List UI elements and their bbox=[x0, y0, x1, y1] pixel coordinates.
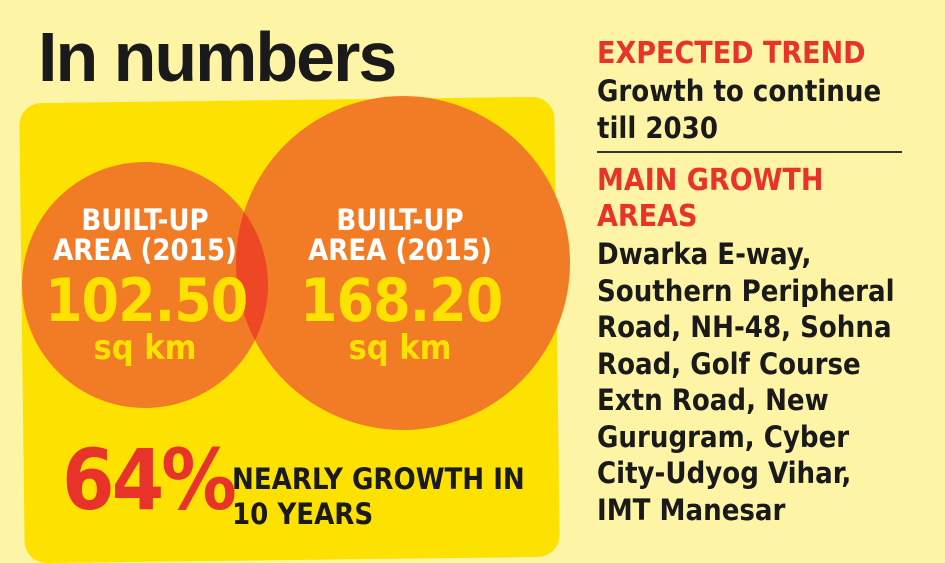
main-growth-text: Dwarka E-way, Southern Peripheral Road, … bbox=[597, 237, 895, 527]
left-circle-unit: sq km bbox=[93, 327, 197, 368]
page-title: In numbers bbox=[38, 18, 397, 96]
left-circle-value: 102.50 bbox=[45, 265, 248, 336]
right-circle-unit: sq km bbox=[348, 327, 452, 368]
main-growth-heading: MAIN GROWTH AREAS bbox=[597, 163, 824, 234]
right-circle bbox=[236, 96, 570, 430]
left-circle-label: BUILT-UP AREA (2015) bbox=[53, 203, 237, 268]
expected-trend-text: Growth to continue till 2030 bbox=[597, 74, 882, 145]
venn-circles bbox=[22, 96, 570, 430]
expected-trend-heading: EXPECTED TREND bbox=[597, 36, 866, 71]
left-circle-text: BUILT-UP AREA (2015) 102.50 sq km bbox=[45, 203, 248, 368]
right-circle-label: BUILT-UP AREA (2015) bbox=[308, 203, 492, 268]
right-circle-text: BUILT-UP AREA (2015) 168.20 sq km bbox=[300, 203, 503, 368]
growth-text: NEARLY GROWTH IN 10 YEARS bbox=[232, 462, 525, 532]
divider bbox=[597, 151, 902, 153]
right-circle-value: 168.20 bbox=[300, 265, 503, 336]
growth-percent: 64% bbox=[62, 431, 237, 529]
left-circle bbox=[22, 162, 268, 408]
